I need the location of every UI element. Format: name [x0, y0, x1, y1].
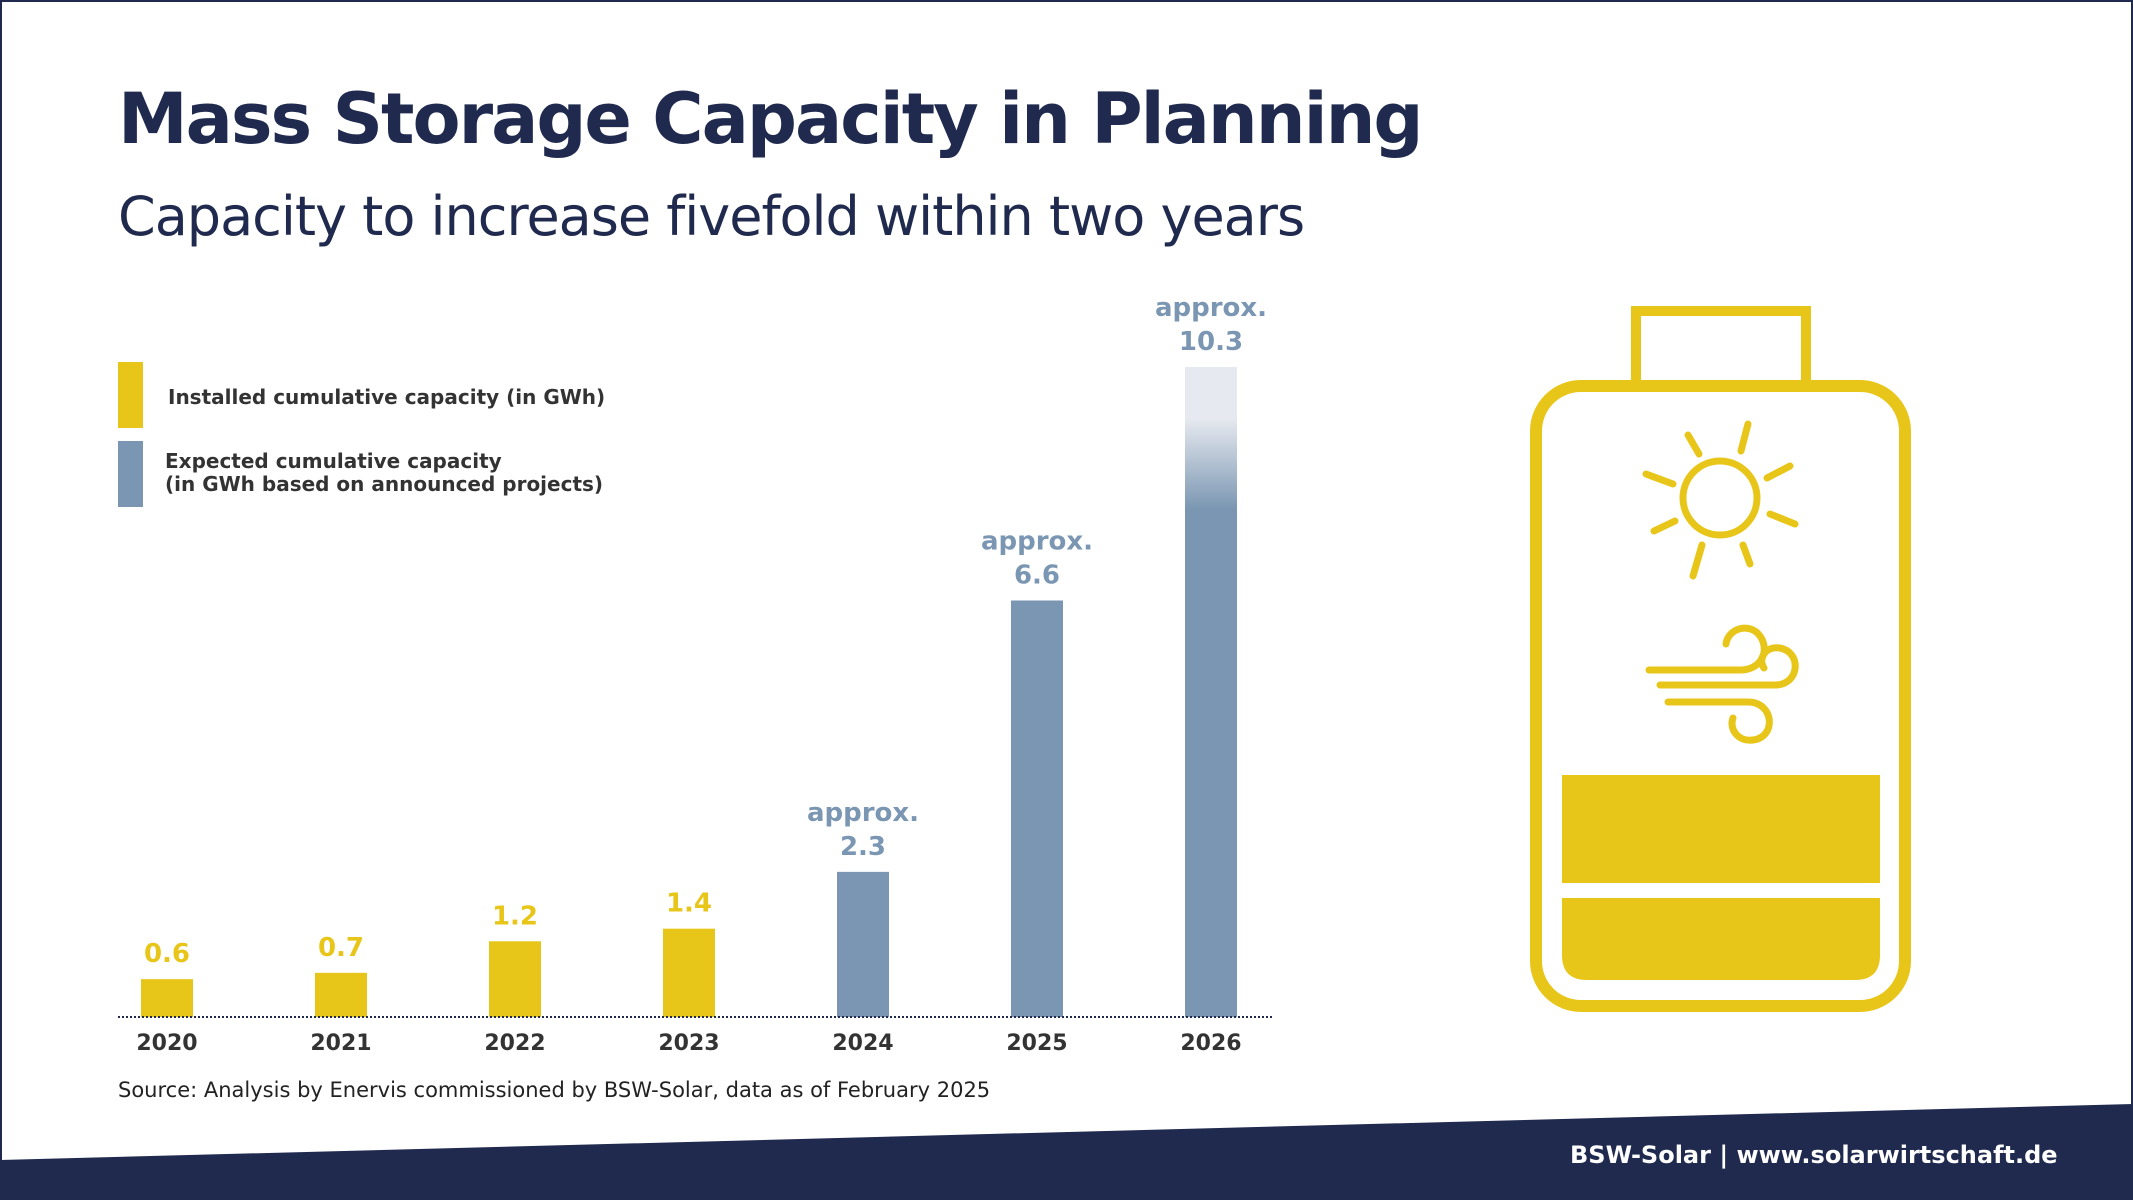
x-tick-2021: 2021 — [310, 1031, 371, 1056]
x-tick-2023: 2023 — [658, 1031, 719, 1056]
legend-label-expected-line1: Expected cumulative capacity — [165, 449, 502, 473]
value-label-2021: 0.7 — [318, 933, 364, 963]
legend-label-installed: Installed cumulative capacity (in GWh) — [168, 385, 606, 409]
bar-2024 — [837, 871, 889, 1017]
legend-swatch-expected — [118, 441, 143, 507]
bar-2020 — [141, 979, 193, 1017]
footer-credit: BSW-Solar | www.solarwirtschaft.de — [1570, 1141, 2058, 1169]
value-label-2023: 1.4 — [666, 889, 712, 919]
value-label-2020: 0.6 — [144, 939, 190, 969]
value-label-2024: 2.3 — [840, 832, 886, 862]
value-prefix-2026: approx. — [1155, 293, 1267, 323]
page-title: Mass Storage Capacity in Planning — [118, 78, 1424, 160]
x-tick-2022: 2022 — [484, 1031, 545, 1056]
legend-swatch-installed — [118, 362, 143, 428]
source-note: Source: Analysis by Enervis commissioned… — [118, 1078, 991, 1102]
value-label-2026: 10.3 — [1179, 327, 1243, 357]
x-tick-2024: 2024 — [832, 1031, 893, 1056]
value-prefix-2024: approx. — [807, 798, 919, 828]
value-label-2022: 1.2 — [492, 901, 538, 931]
x-tick-2026: 2026 — [1180, 1031, 1241, 1056]
bar-2021 — [315, 972, 367, 1017]
x-tick-2020: 2020 — [136, 1031, 197, 1056]
value-prefix-2025: approx. — [981, 526, 1093, 556]
bar-2025 — [1011, 600, 1063, 1017]
bar-2026 — [1185, 367, 1237, 1017]
page-subtitle: Capacity to increase fivefold within two… — [118, 185, 1305, 248]
x-tick-2025: 2025 — [1006, 1031, 1067, 1056]
bar-2022 — [489, 941, 541, 1017]
value-label-2025: 6.6 — [1014, 560, 1060, 590]
bar-2023 — [663, 928, 715, 1017]
legend-label-expected-line2: (in GWh based on announced projects) — [165, 472, 604, 496]
